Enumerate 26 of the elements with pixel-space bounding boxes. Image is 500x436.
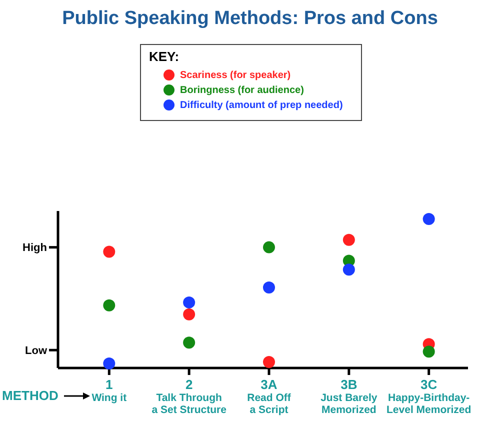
ref-line-label: High: [22, 242, 48, 254]
point: [262, 241, 275, 254]
x-tick-label: 3A Read Off a Script: [247, 377, 292, 416]
legend-label: Difficulty (amount of prep needed): [180, 100, 343, 110]
point: [183, 308, 196, 320]
point: [103, 358, 116, 370]
ref-line-label: Low: [25, 345, 48, 358]
point: [262, 356, 275, 368]
chart-title: Public Speaking Methods: Pros and Cons: [61, 8, 439, 30]
point: [103, 246, 116, 258]
x-tick-label: 3C Happy-Birthday- Level Memorized: [386, 377, 472, 416]
point: [262, 282, 275, 294]
legend-label: Scariness (for speaker): [180, 70, 291, 80]
x-axis-title: METHOD: [2, 388, 58, 403]
point: [183, 296, 196, 308]
point: [342, 264, 355, 276]
point: [342, 234, 355, 246]
point: [183, 336, 196, 349]
point: [422, 213, 435, 225]
legend-title: KEY:: [149, 49, 180, 64]
x-tick-label: 2 Talk Through a Set Structure: [152, 377, 227, 416]
x-tick-label: 3B Just Barely Memorized: [320, 377, 378, 416]
legend-label: Boringness (for audience): [180, 84, 304, 96]
point: [422, 346, 435, 358]
point: [103, 299, 116, 312]
x-tick-label: 1 Wing it: [92, 377, 128, 404]
